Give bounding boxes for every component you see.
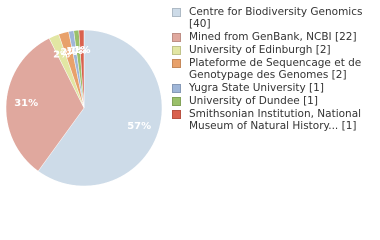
legend-label: University of Dundee [1] xyxy=(189,95,318,107)
slice-label: 1% xyxy=(70,45,87,56)
slice-label: 1% xyxy=(74,45,91,56)
legend-label: Smithsonian Institution, National Museum… xyxy=(189,108,362,132)
legend-swatch xyxy=(172,110,181,119)
slice-label: 31% xyxy=(14,98,38,109)
slice-label: 2% xyxy=(60,47,77,58)
legend-entry: University of Dundee [1] xyxy=(172,95,372,107)
legend-entry: Mined from GenBank, NCBI [22] xyxy=(172,31,372,43)
pie-chart: 57%31%2%2%1%1%1% xyxy=(5,29,163,187)
slice-label: 2% xyxy=(53,50,70,61)
pie-slice xyxy=(78,29,85,109)
legend-entry: University of Edinburgh [2] xyxy=(172,44,372,56)
legend-swatch xyxy=(172,8,181,17)
legend-entry: Yugra State University [1] xyxy=(172,82,372,94)
legend-label: Centre for Biodiversity Genomics [40] xyxy=(189,6,363,30)
legend-swatch xyxy=(172,46,181,55)
legend-swatch xyxy=(172,97,181,106)
pie-slice xyxy=(37,29,163,187)
legend-label: Mined from GenBank, NCBI [22] xyxy=(189,31,357,43)
legend-entry: Plateforme de Sequencage et de Genotypag… xyxy=(172,57,372,81)
legend-label: Yugra State University [1] xyxy=(189,82,324,94)
legend-swatch xyxy=(172,33,181,42)
legend-label: Plateforme de Sequencage et de Genotypag… xyxy=(189,57,362,81)
slice-label: 1% xyxy=(66,46,83,57)
legend-swatch xyxy=(172,59,181,68)
legend: Centre for Biodiversity Genomics [40] Min… xyxy=(172,6,372,133)
legend-entry: Centre for Biodiversity Genomics [40] xyxy=(172,6,372,30)
legend-entry: Smithsonian Institution, National Museum… xyxy=(172,108,372,132)
legend-label: University of Edinburgh [2] xyxy=(189,44,331,56)
legend-swatch xyxy=(172,84,181,93)
pie-slice xyxy=(5,37,85,172)
slice-label: 57% xyxy=(127,121,151,132)
